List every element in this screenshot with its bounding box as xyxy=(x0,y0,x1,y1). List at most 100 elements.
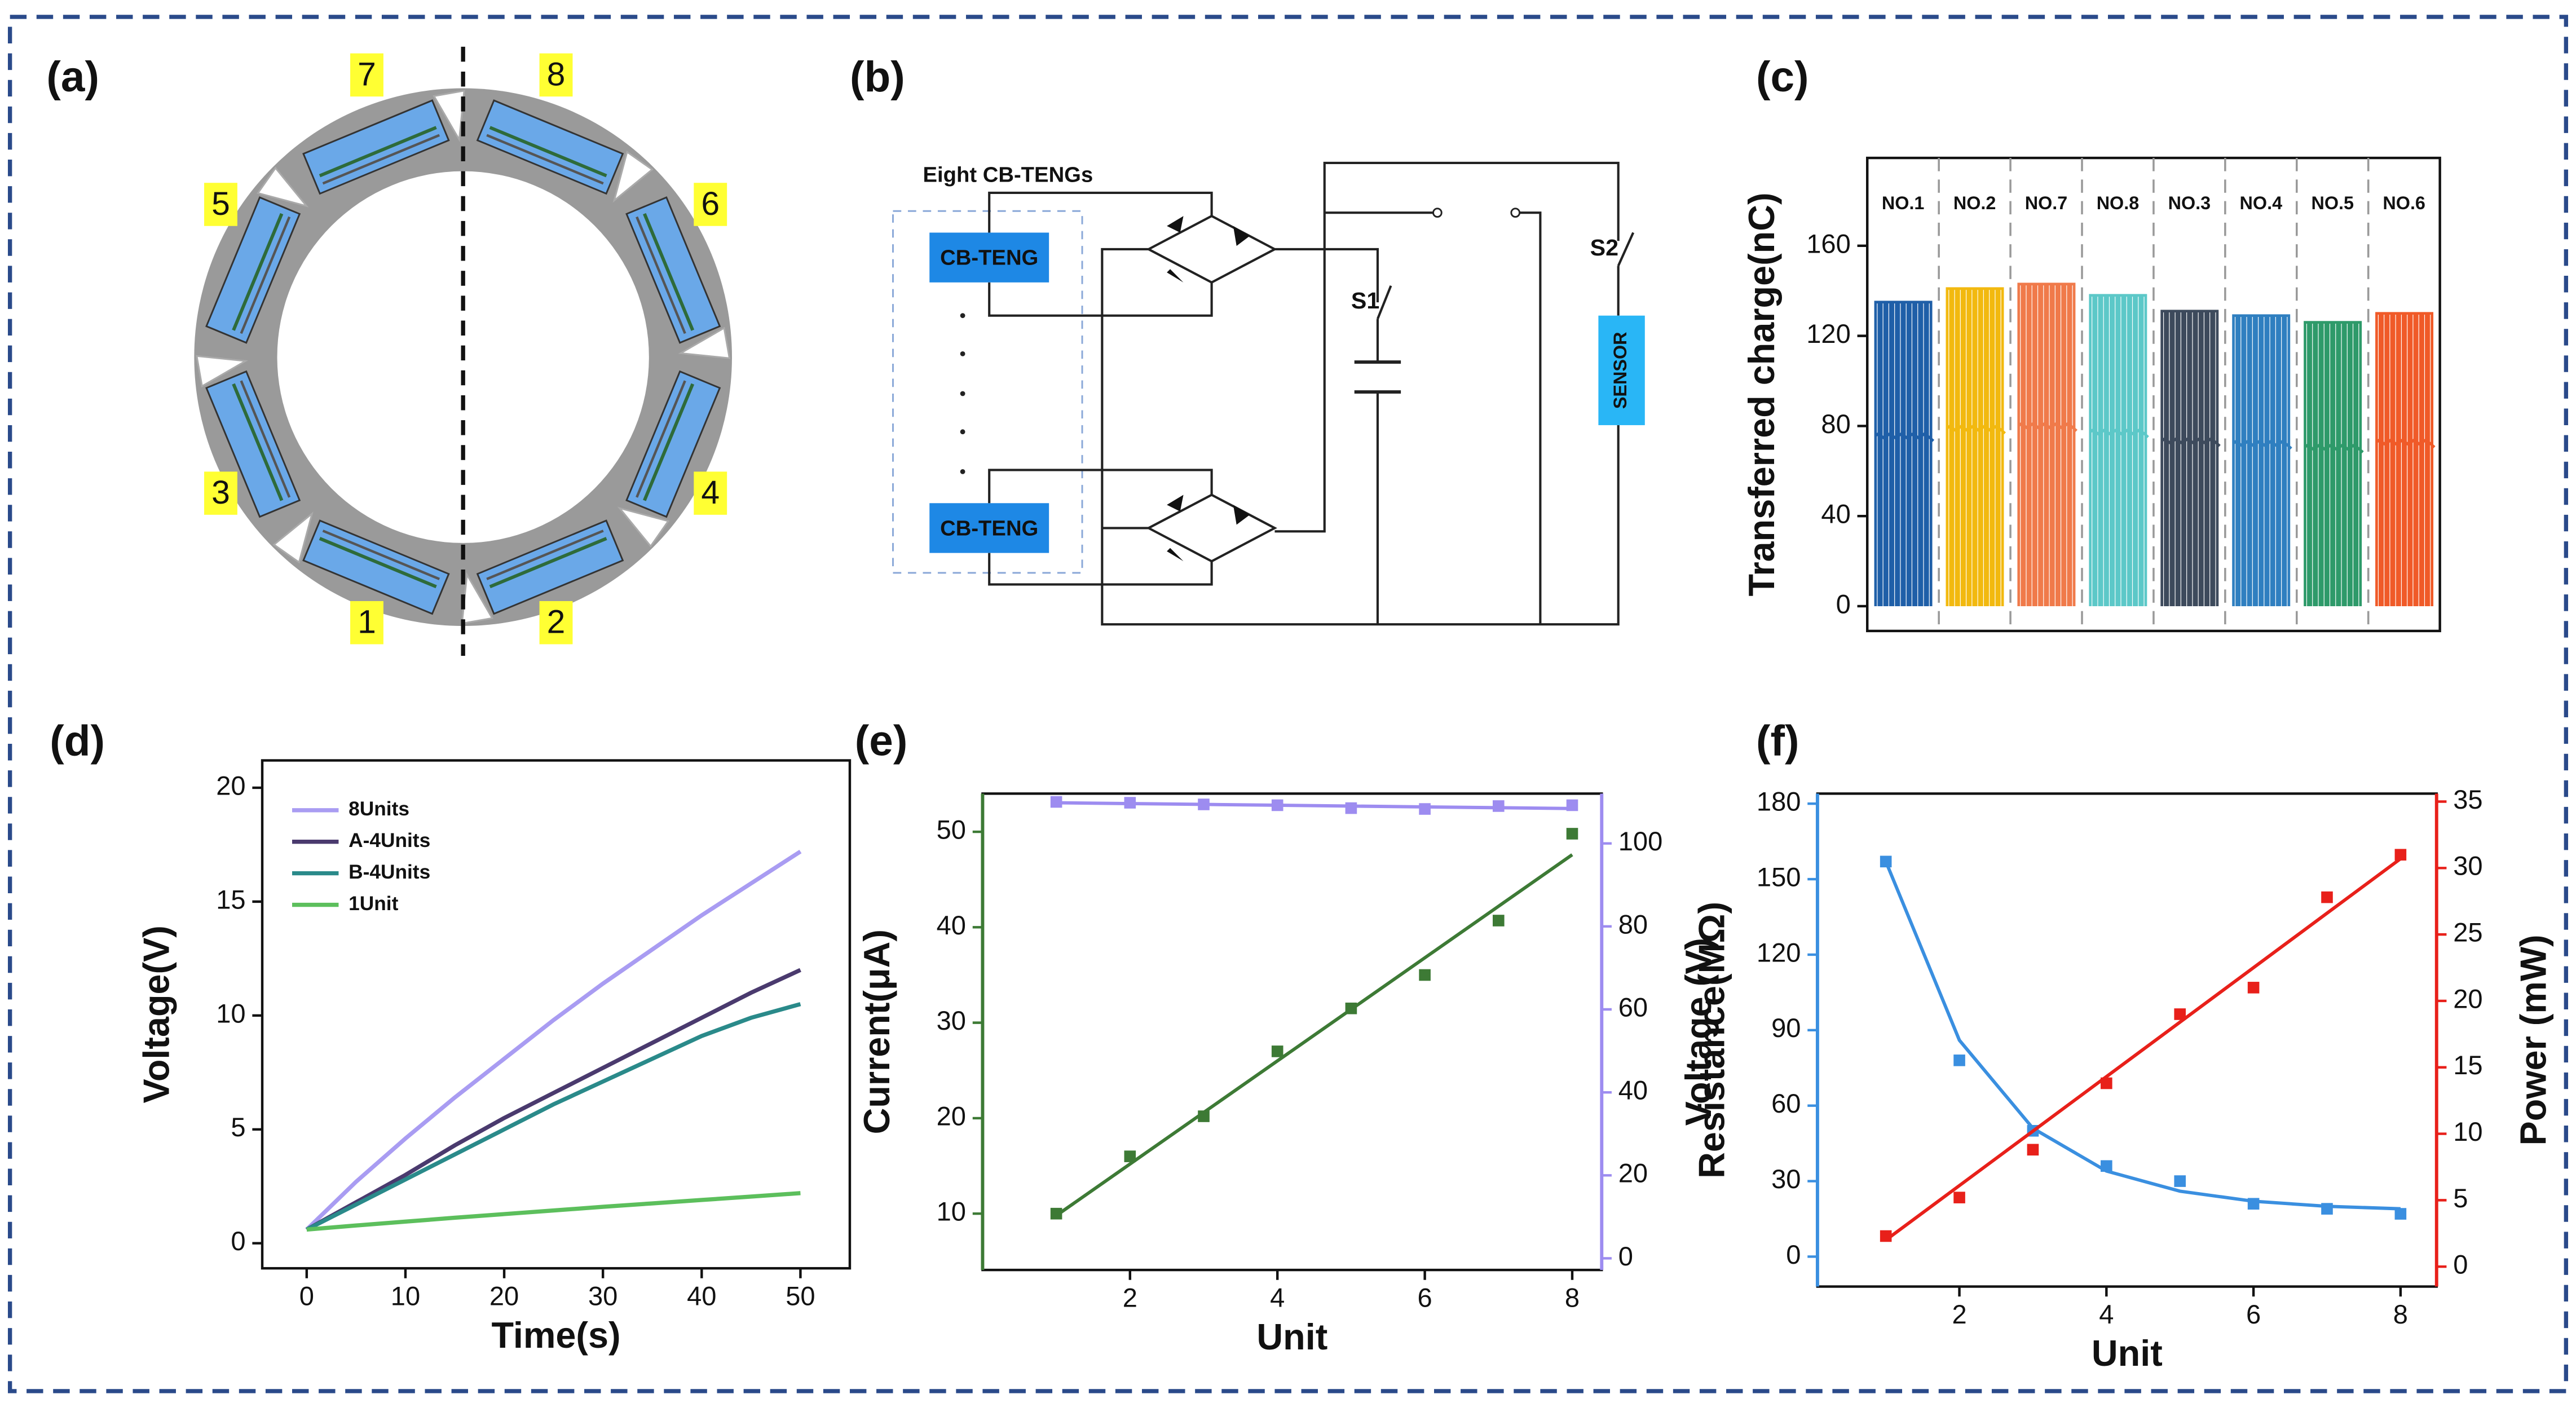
marker xyxy=(1953,1192,1965,1203)
marker xyxy=(2321,891,2333,903)
y-tick-label: 0 xyxy=(1786,1239,1801,1269)
teng-label: CB-TENG xyxy=(940,516,1038,540)
y-tick-label: 180 xyxy=(1757,787,1801,817)
x-tick-label: 4 xyxy=(1270,1282,1285,1312)
fit-line xyxy=(1885,857,2402,1242)
unit-body xyxy=(302,99,450,195)
unit-number: 8 xyxy=(547,56,566,92)
y-tick-label: 30 xyxy=(937,1005,966,1035)
x-tick-label: 10 xyxy=(391,1281,420,1311)
unit-rod xyxy=(636,380,686,498)
waveform xyxy=(1874,301,1935,606)
unit-rod xyxy=(322,134,440,185)
y-tick-label: 160 xyxy=(1806,228,1851,258)
panel-label: (f) xyxy=(1756,717,1799,765)
y2-tick-label: 0 xyxy=(1618,1241,1633,1271)
unit-body xyxy=(302,519,450,615)
strip-label: NO.1 xyxy=(1882,193,1925,213)
waveform xyxy=(2017,283,2077,606)
x-tick-label: 6 xyxy=(2246,1299,2261,1329)
plot-frame xyxy=(981,792,1603,1272)
number-box xyxy=(694,471,727,515)
y-axis-label: Resistance(MΩ) xyxy=(1691,902,1732,1179)
x-tick-label: 4 xyxy=(2099,1299,2114,1329)
unit-number: 4 xyxy=(701,474,720,511)
strip-label: NO.5 xyxy=(2311,193,2354,213)
x-axis-label: Time(s) xyxy=(491,1314,620,1356)
panel-label: (a) xyxy=(46,53,99,101)
x-tick-label: 0 xyxy=(299,1281,314,1311)
y-axis-label: Current(μA) xyxy=(856,929,897,1134)
waveform xyxy=(2375,312,2436,606)
number-box xyxy=(539,601,573,645)
line xyxy=(306,1002,801,1232)
x-tick-label: 8 xyxy=(2393,1299,2408,1329)
y2-tick-label: 20 xyxy=(2453,983,2482,1013)
switch xyxy=(1377,285,1392,320)
strip-label: NO.8 xyxy=(2097,193,2140,213)
y2-tick-label: 25 xyxy=(2453,917,2482,947)
sensor-label: SENSOR xyxy=(1610,332,1630,409)
unit-rod xyxy=(322,530,440,580)
unit xyxy=(476,99,654,203)
unit-rod xyxy=(486,134,604,185)
unit-gap xyxy=(617,506,670,548)
y2-tick-label: 5 xyxy=(2453,1183,2468,1213)
group-label: Eight CB-TENGs xyxy=(923,163,1093,187)
unit xyxy=(625,196,731,359)
y-tick-label: 30 xyxy=(1771,1164,1801,1194)
marker xyxy=(2174,1175,2186,1187)
bridge xyxy=(1146,214,1277,563)
y-axis-label: Voltage(V) xyxy=(136,925,177,1103)
switch-label: S1 xyxy=(1351,288,1379,314)
figure-border xyxy=(7,15,2569,1393)
x-tick-label: 50 xyxy=(786,1281,815,1311)
waveform xyxy=(2232,314,2292,606)
teng-label: CB-TENG xyxy=(940,246,1038,270)
unit xyxy=(617,370,721,548)
number-box xyxy=(204,471,237,515)
x-tick-label: 2 xyxy=(1952,1299,1966,1329)
unit-gap xyxy=(612,151,654,203)
panel-label: (b) xyxy=(850,53,905,101)
y-tick-label: 120 xyxy=(1806,319,1851,348)
y-tick-label: 60 xyxy=(1771,1088,1801,1118)
unit-body xyxy=(625,196,721,344)
legend-label: A-4Units xyxy=(349,830,430,851)
y-tick-label: 20 xyxy=(937,1101,966,1131)
x-tick-label: 8 xyxy=(1565,1282,1580,1312)
unit-rod xyxy=(319,537,437,589)
legend-label: 8Units xyxy=(349,798,409,820)
terminal xyxy=(1510,208,1521,218)
y2-tick-label: 80 xyxy=(1618,909,1648,939)
y2-tick-label: 20 xyxy=(1618,1158,1648,1188)
unit-body xyxy=(476,99,624,195)
number-box xyxy=(539,53,573,97)
legend-label: B-4Units xyxy=(349,861,430,883)
unit-rod xyxy=(643,383,695,501)
unit-gap xyxy=(272,511,314,564)
marker xyxy=(2027,1144,2039,1156)
unit-rod xyxy=(636,216,686,334)
plot-frame xyxy=(1816,792,2438,1288)
unit-rod xyxy=(319,126,437,178)
marker xyxy=(1271,1045,1283,1057)
unit-body xyxy=(476,519,624,615)
y2-axis-label: Power (mW) xyxy=(2512,934,2553,1145)
x-tick-label: 20 xyxy=(489,1281,519,1311)
fit-line xyxy=(1055,853,1573,1217)
unit-number: 6 xyxy=(701,186,720,222)
marker xyxy=(1493,915,1505,926)
y-tick-label: 80 xyxy=(1821,409,1850,439)
marker xyxy=(2394,1208,2407,1220)
y-tick-label: 40 xyxy=(937,910,966,940)
circuit-diagram: Eight CB-TENGs CB-TENG CB-TENG S1 S2 SEN… xyxy=(892,161,1645,626)
strip-label: NO.7 xyxy=(2025,193,2068,213)
y2-tick-label: 30 xyxy=(2453,851,2482,881)
marker xyxy=(1953,1055,1965,1066)
dots xyxy=(960,313,965,474)
unit-number: 5 xyxy=(211,186,230,222)
unit xyxy=(302,90,465,195)
strip-label: NO.6 xyxy=(2383,193,2425,213)
unit-rod xyxy=(240,216,291,334)
